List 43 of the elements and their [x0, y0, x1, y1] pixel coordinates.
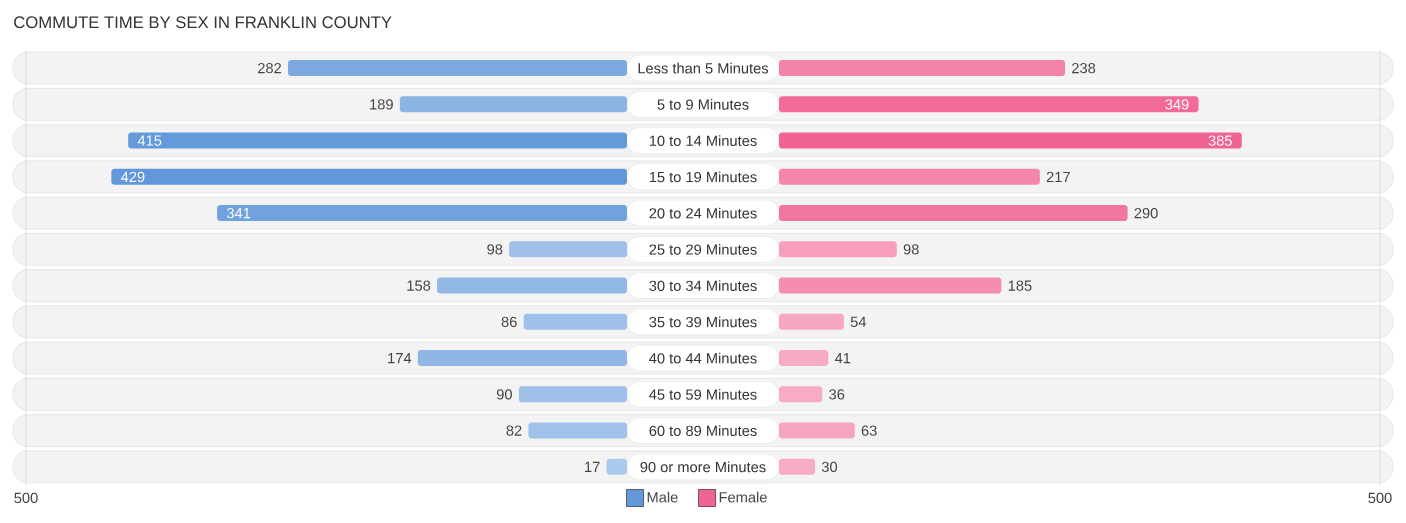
data-label: 282 [258, 62, 282, 74]
y-tick-label: 45 to 59 Minutes [649, 388, 757, 400]
x-tick-label: 500 [1368, 492, 1392, 504]
y-tick-label: 20 to 24 Minutes [649, 207, 757, 219]
data-label: 174 [388, 353, 412, 364]
data-label: 185 [1008, 280, 1032, 291]
data-label: 349 [1165, 99, 1189, 110]
data-label: 385 [1208, 135, 1232, 146]
bar [779, 386, 823, 403]
y-tick-label: 90 or more Minutes [640, 461, 766, 473]
data-label: 98 [487, 244, 503, 255]
y-tick-label: 35 to 39 Minutes [649, 316, 757, 328]
data-label: 54 [850, 316, 867, 327]
y-tick-label: 15 to 19 Minutes [649, 171, 757, 183]
bar [606, 458, 627, 475]
data-label: 82 [506, 425, 522, 436]
data-label: 90 [496, 389, 512, 400]
data-label: 63 [861, 425, 877, 436]
y-tick-label: 40 to 44 Minutes [649, 352, 757, 364]
data-label: 86 [501, 316, 517, 328]
y-tick-label: 10 to 14 Minutes [649, 135, 757, 147]
data-label: 189 [370, 99, 393, 110]
x-tick-label: 500 [14, 492, 38, 504]
data-label: 158 [407, 280, 431, 291]
data-label: 30 [821, 461, 838, 473]
y-tick-label: 30 to 34 Minutes [649, 280, 757, 292]
data-label: 290 [1134, 207, 1158, 219]
y-tick-label: Less than 5 Minutes [638, 62, 769, 74]
bar [779, 458, 816, 475]
y-tick-label: 25 to 29 Minutes [649, 243, 757, 255]
data-label: 415 [137, 135, 162, 146]
data-label: 41 [834, 353, 851, 364]
data-label: 36 [829, 389, 845, 400]
data-label: 429 [120, 171, 145, 183]
chart-title: COMMUTE TIME BY SEX IN FRANKLIN COUNTY [14, 16, 392, 29]
y-tick-label: 5 to 9 Minutes [657, 98, 749, 110]
data-label: 17 [585, 461, 600, 472]
y-tick-label: 60 to 89 Minutes [649, 425, 757, 436]
data-label: 217 [1046, 171, 1070, 182]
legend-label: Male [647, 491, 678, 503]
data-label: 98 [903, 244, 919, 255]
data-label: 341 [226, 207, 251, 219]
data-label: 238 [1072, 62, 1096, 74]
